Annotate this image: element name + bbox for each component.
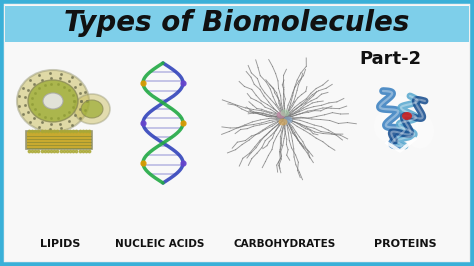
Ellipse shape: [74, 94, 110, 124]
Ellipse shape: [279, 118, 288, 126]
Text: LIPIDS: LIPIDS: [40, 239, 80, 249]
FancyBboxPatch shape: [5, 5, 469, 261]
Ellipse shape: [406, 114, 434, 148]
Text: CARBOHYDRATES: CARBOHYDRATES: [234, 239, 336, 249]
Text: Types of Biomolecules: Types of Biomolecules: [64, 9, 410, 37]
Ellipse shape: [283, 117, 292, 123]
Text: NUCLEIC ACIDS: NUCLEIC ACIDS: [115, 239, 205, 249]
Ellipse shape: [281, 110, 290, 117]
Ellipse shape: [381, 96, 419, 146]
Text: PROTEINS: PROTEINS: [374, 239, 436, 249]
Ellipse shape: [28, 80, 78, 122]
Ellipse shape: [81, 100, 103, 118]
Ellipse shape: [17, 70, 89, 132]
FancyBboxPatch shape: [5, 6, 469, 42]
Ellipse shape: [374, 111, 396, 141]
Text: Part-2: Part-2: [359, 50, 421, 68]
Ellipse shape: [43, 93, 63, 109]
Ellipse shape: [276, 111, 285, 118]
Ellipse shape: [402, 112, 412, 120]
Bar: [26, 131, 92, 149]
